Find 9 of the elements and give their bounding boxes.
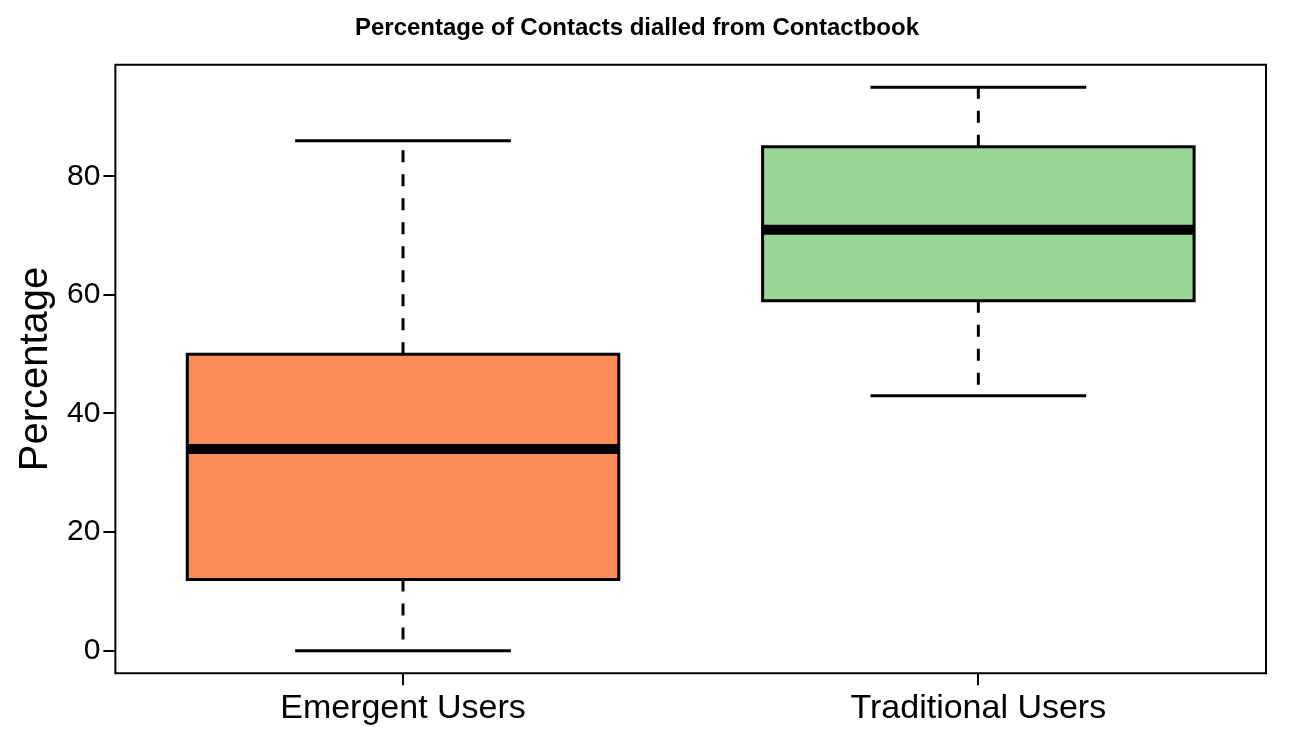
y-tick-label: 40 [66, 394, 101, 428]
x-tick-label: Emergent Users [280, 686, 526, 725]
y-tick-label: 0 [83, 631, 101, 665]
y-tick-label: 80 [66, 157, 101, 191]
chart-title: Percentage of Contacts dialled from Contactbook [354, 13, 920, 41]
y-tick-label: 60 [66, 276, 101, 310]
y-tick-label: 20 [66, 513, 101, 547]
y-axis-title: Percentage [11, 266, 56, 472]
x-tick-label: Traditional Users [850, 686, 1107, 725]
